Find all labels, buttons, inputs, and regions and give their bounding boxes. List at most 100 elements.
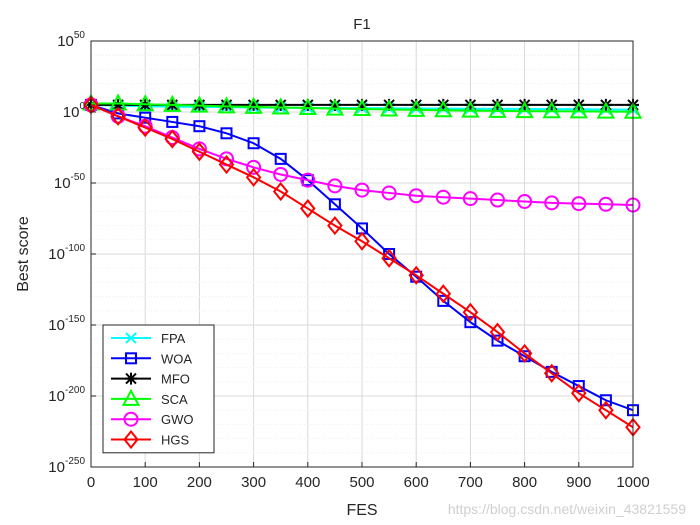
legend-marker bbox=[125, 352, 137, 365]
series-line-gwo bbox=[90, 103, 634, 207]
y-tick-label: 10-150 bbox=[48, 314, 85, 334]
legend-marker bbox=[121, 388, 141, 406]
data-point-mfo bbox=[112, 98, 125, 111]
series-line-hgs bbox=[90, 103, 634, 429]
series-sca bbox=[81, 93, 643, 119]
x-tick-labels: 0 100 200 300 400 500 600 700 800 900 1000 bbox=[87, 462, 650, 491]
data-point-gwo bbox=[273, 166, 289, 182]
data-point-sca bbox=[325, 98, 345, 116]
legend-item-mfo: MFO bbox=[111, 372, 190, 387]
legend-marker bbox=[123, 411, 139, 427]
data-point-gwo bbox=[408, 188, 424, 204]
data-point-gwo bbox=[300, 172, 316, 188]
y-tick-label: 10-200 bbox=[48, 385, 85, 405]
series-line-sca bbox=[91, 102, 634, 113]
data-point-gwo bbox=[490, 192, 505, 208]
data-point-hgs bbox=[137, 118, 153, 138]
legend-label: HGS bbox=[161, 433, 190, 448]
legend-item-hgs: HGS bbox=[111, 429, 190, 450]
x-tick-label: 300 bbox=[241, 474, 266, 491]
data-point-sca bbox=[352, 98, 372, 117]
data-point-gwo bbox=[544, 195, 560, 211]
data-point-sca bbox=[136, 94, 155, 112]
legend-label: WOA bbox=[161, 351, 192, 366]
data-point-woa bbox=[437, 294, 450, 307]
data-point-sca bbox=[542, 101, 561, 119]
data-point-woa bbox=[328, 198, 341, 211]
chart-title: F1 bbox=[353, 16, 371, 33]
legend-label: FPA bbox=[161, 331, 186, 346]
y-tick-label: 10-250 bbox=[48, 456, 85, 476]
x-tick-label: 1000 bbox=[616, 474, 649, 491]
data-point-hgs bbox=[272, 181, 289, 202]
data-point-woa bbox=[193, 120, 206, 133]
data-point-hgs bbox=[191, 142, 208, 162]
legend-label: MFO bbox=[161, 372, 190, 387]
data-point-hgs bbox=[598, 400, 614, 420]
data-point-mfo bbox=[356, 98, 368, 111]
data-point-hgs bbox=[354, 231, 370, 251]
data-point-sca bbox=[271, 97, 290, 115]
x-tick-label: 700 bbox=[458, 474, 483, 491]
data-point-hgs bbox=[381, 248, 397, 268]
data-point-sca bbox=[379, 99, 399, 117]
data-point-gwo bbox=[462, 191, 478, 207]
data-point-hgs bbox=[327, 216, 343, 236]
legend-box bbox=[102, 324, 215, 454]
data-point-woa bbox=[274, 152, 287, 165]
x-tick-label: 800 bbox=[512, 474, 537, 491]
data-point-sca bbox=[569, 101, 588, 119]
data-point-sca bbox=[515, 101, 534, 119]
x-tick-label: 900 bbox=[566, 474, 591, 491]
data-point-hgs bbox=[571, 383, 587, 403]
data-point-sca bbox=[190, 95, 209, 113]
x-tick-label: 400 bbox=[295, 474, 320, 491]
data-point-sca bbox=[217, 96, 236, 114]
y-axis-label: Best score bbox=[15, 216, 32, 292]
data-point-mfo bbox=[410, 98, 423, 111]
data-point-hgs bbox=[543, 363, 560, 383]
data-point-gwo bbox=[517, 193, 533, 209]
y-tick-label: 100 bbox=[63, 101, 86, 121]
data-point-mfo bbox=[464, 98, 477, 111]
legend-item-sca: SCA bbox=[111, 388, 188, 407]
y-tick-label: 10-100 bbox=[48, 243, 85, 263]
data-point-mfo bbox=[301, 98, 314, 111]
data-point-woa bbox=[464, 316, 477, 329]
legend-label: GWO bbox=[161, 412, 194, 427]
data-point-hgs bbox=[516, 343, 533, 363]
x-tick-label: 200 bbox=[187, 474, 212, 491]
x-axis-label: FES bbox=[346, 502, 377, 519]
legend-label: SCA bbox=[161, 392, 188, 407]
data-point-hgs bbox=[218, 154, 235, 175]
data-point-sca bbox=[298, 97, 317, 116]
data-point-mfo bbox=[220, 98, 233, 111]
data-point-sca bbox=[461, 100, 480, 118]
data-point-woa bbox=[166, 115, 179, 128]
legend-item-gwo: GWO bbox=[111, 411, 194, 427]
data-point-gwo bbox=[246, 159, 262, 175]
data-point-hgs bbox=[245, 167, 262, 187]
data-point-hgs bbox=[164, 129, 181, 149]
y-tick-label: 1050 bbox=[57, 30, 85, 50]
data-point-hgs bbox=[300, 198, 316, 219]
series-hgs bbox=[83, 95, 641, 437]
data-point-woa bbox=[247, 137, 260, 150]
y-tick-label: 10-50 bbox=[54, 172, 86, 192]
x-tick-label: 600 bbox=[404, 474, 429, 491]
x-tick-label: 500 bbox=[349, 474, 374, 491]
data-point-gwo bbox=[435, 189, 451, 205]
legend: FPA WOA MFO SCA GWO HGS bbox=[102, 324, 215, 454]
data-point-gwo bbox=[598, 196, 614, 212]
data-point-sca bbox=[434, 100, 453, 118]
data-point-sca bbox=[244, 96, 263, 114]
data-point-hgs bbox=[489, 322, 506, 342]
data-point-mfo bbox=[328, 98, 341, 111]
data-point-sca bbox=[163, 94, 182, 112]
data-point-gwo bbox=[354, 182, 370, 198]
data-point-mfo bbox=[437, 98, 450, 111]
data-point-mfo bbox=[247, 98, 260, 111]
legend-marker bbox=[123, 429, 139, 450]
legend-item-woa: WOA bbox=[111, 351, 192, 366]
